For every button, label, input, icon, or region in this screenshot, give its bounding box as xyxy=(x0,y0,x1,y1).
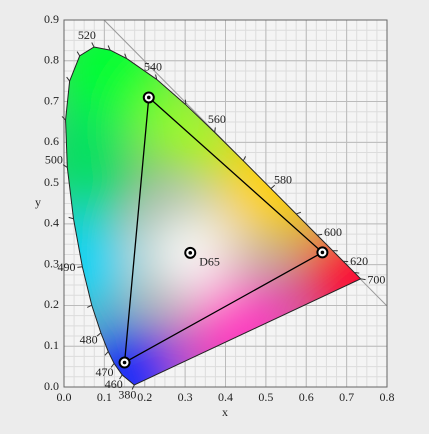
x-tick-label: 0.1 xyxy=(97,390,112,404)
wavelength-label: 460 xyxy=(105,377,123,391)
primary-dot xyxy=(123,361,127,365)
x-tick-label: 0.3 xyxy=(178,390,193,404)
white-dot xyxy=(188,251,192,255)
y-tick-label: 0.2 xyxy=(44,297,59,311)
x-tick-label: 0.2 xyxy=(137,390,152,404)
wavelength-label: 620 xyxy=(350,254,368,268)
x-tick-label: 0.8 xyxy=(380,390,395,404)
y-tick-label: 0.6 xyxy=(44,134,59,148)
locus-tick xyxy=(354,272,359,273)
wavelength-label: 560 xyxy=(208,112,226,126)
wavelength-label: 500 xyxy=(45,153,63,167)
y-tick-label: 0.7 xyxy=(44,93,59,107)
wavelength-label: 700 xyxy=(367,272,385,286)
primary-dot xyxy=(321,251,325,255)
x-tick-label: 0.7 xyxy=(339,390,354,404)
locus-tick xyxy=(215,127,216,132)
x-tick-label: 0.5 xyxy=(258,390,273,404)
y-tick-label: 0.4 xyxy=(44,216,59,230)
wavelength-label: 480 xyxy=(80,332,98,346)
wavelength-label: 520 xyxy=(78,28,96,42)
primary-dot xyxy=(147,96,151,100)
wavelength-label: 600 xyxy=(324,225,342,239)
y-tick-label: 0.5 xyxy=(44,175,59,189)
locus-tick xyxy=(77,267,82,268)
x-tick-label: 0.4 xyxy=(218,390,233,404)
wavelength-label: 470 xyxy=(96,365,114,379)
y-tick-label: 0.8 xyxy=(44,53,59,67)
y-tick-label: 0.1 xyxy=(44,338,59,352)
y-tick-label: 0.9 xyxy=(44,12,59,26)
y-tick-label: 0.0 xyxy=(44,379,59,393)
wavelength-label: 540 xyxy=(144,59,162,73)
y-axis-label: y xyxy=(35,195,41,209)
x-axis-label: x xyxy=(222,405,228,419)
wavelength-label: 580 xyxy=(274,172,292,186)
locus-tick xyxy=(317,234,322,235)
wavelength-label: 490 xyxy=(57,260,75,274)
x-tick-label: 0.6 xyxy=(299,390,314,404)
white-point-label: D65 xyxy=(199,255,220,269)
